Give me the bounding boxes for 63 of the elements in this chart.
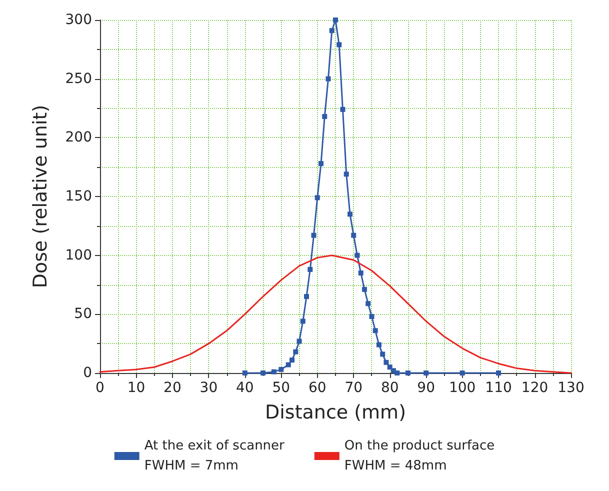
point [318,161,324,166]
point [387,364,392,370]
point [351,232,356,238]
point [354,252,360,258]
point [326,76,331,82]
point [322,114,328,119]
point [308,266,313,272]
point [366,301,371,306]
x-tick-label: 0 [96,380,104,396]
point [329,28,334,34]
y-tick-label: 100 [65,247,92,264]
x-axis-title: Distance (mm) [265,402,406,424]
point [314,195,320,200]
point [372,328,378,334]
y-tick-label: 150 [65,188,92,204]
point [311,232,316,238]
point [376,342,382,348]
x-tick-label: 110 [485,380,512,396]
y-tick-label: 0 [83,365,92,381]
x-tick-label: 100 [448,380,476,396]
x-tick-label: 50 [272,380,290,396]
point [296,338,302,344]
point [380,352,386,357]
x-tick-label: 60 [308,380,326,396]
point [300,318,306,324]
x-tick-label: 130 [558,380,584,396]
point [347,212,352,217]
point [369,314,374,320]
point [278,366,284,372]
y-tick-label: 200 [65,130,92,146]
point [293,349,298,354]
legend-label: At the exit of scanner FWHM = 7mm [144,438,286,474]
y-tick-label: 300 [65,12,92,28]
point [460,370,465,376]
point [394,370,400,376]
x-tick-label: 70 [344,380,363,396]
point [271,369,276,374]
x-tick-label: 30 [200,380,218,396]
point [496,370,502,376]
point [384,360,389,365]
x-tick-label: 120 [521,380,548,396]
legend-label: On the product surface FWHM = 48mm [344,438,495,474]
x-tick-label: 40 [236,380,254,396]
point [336,42,342,48]
x-tick-label: 20 [164,380,182,396]
point [405,370,410,376]
point [290,358,295,363]
point [362,286,367,292]
point [286,362,291,368]
x-tick-label: 10 [127,380,146,396]
point [424,370,429,376]
point [260,370,266,376]
y-tick-label: 50 [74,306,92,322]
point [344,172,349,177]
point [304,294,310,300]
point [242,370,248,376]
x-tick-label: 80 [380,380,399,396]
y-axis-title: Dose (relative unit) [30,104,52,288]
point [333,18,338,22]
x-tick-label: 90 [417,380,435,396]
point [358,270,364,276]
point [340,106,346,112]
y-tick-label: 250 [65,70,92,87]
